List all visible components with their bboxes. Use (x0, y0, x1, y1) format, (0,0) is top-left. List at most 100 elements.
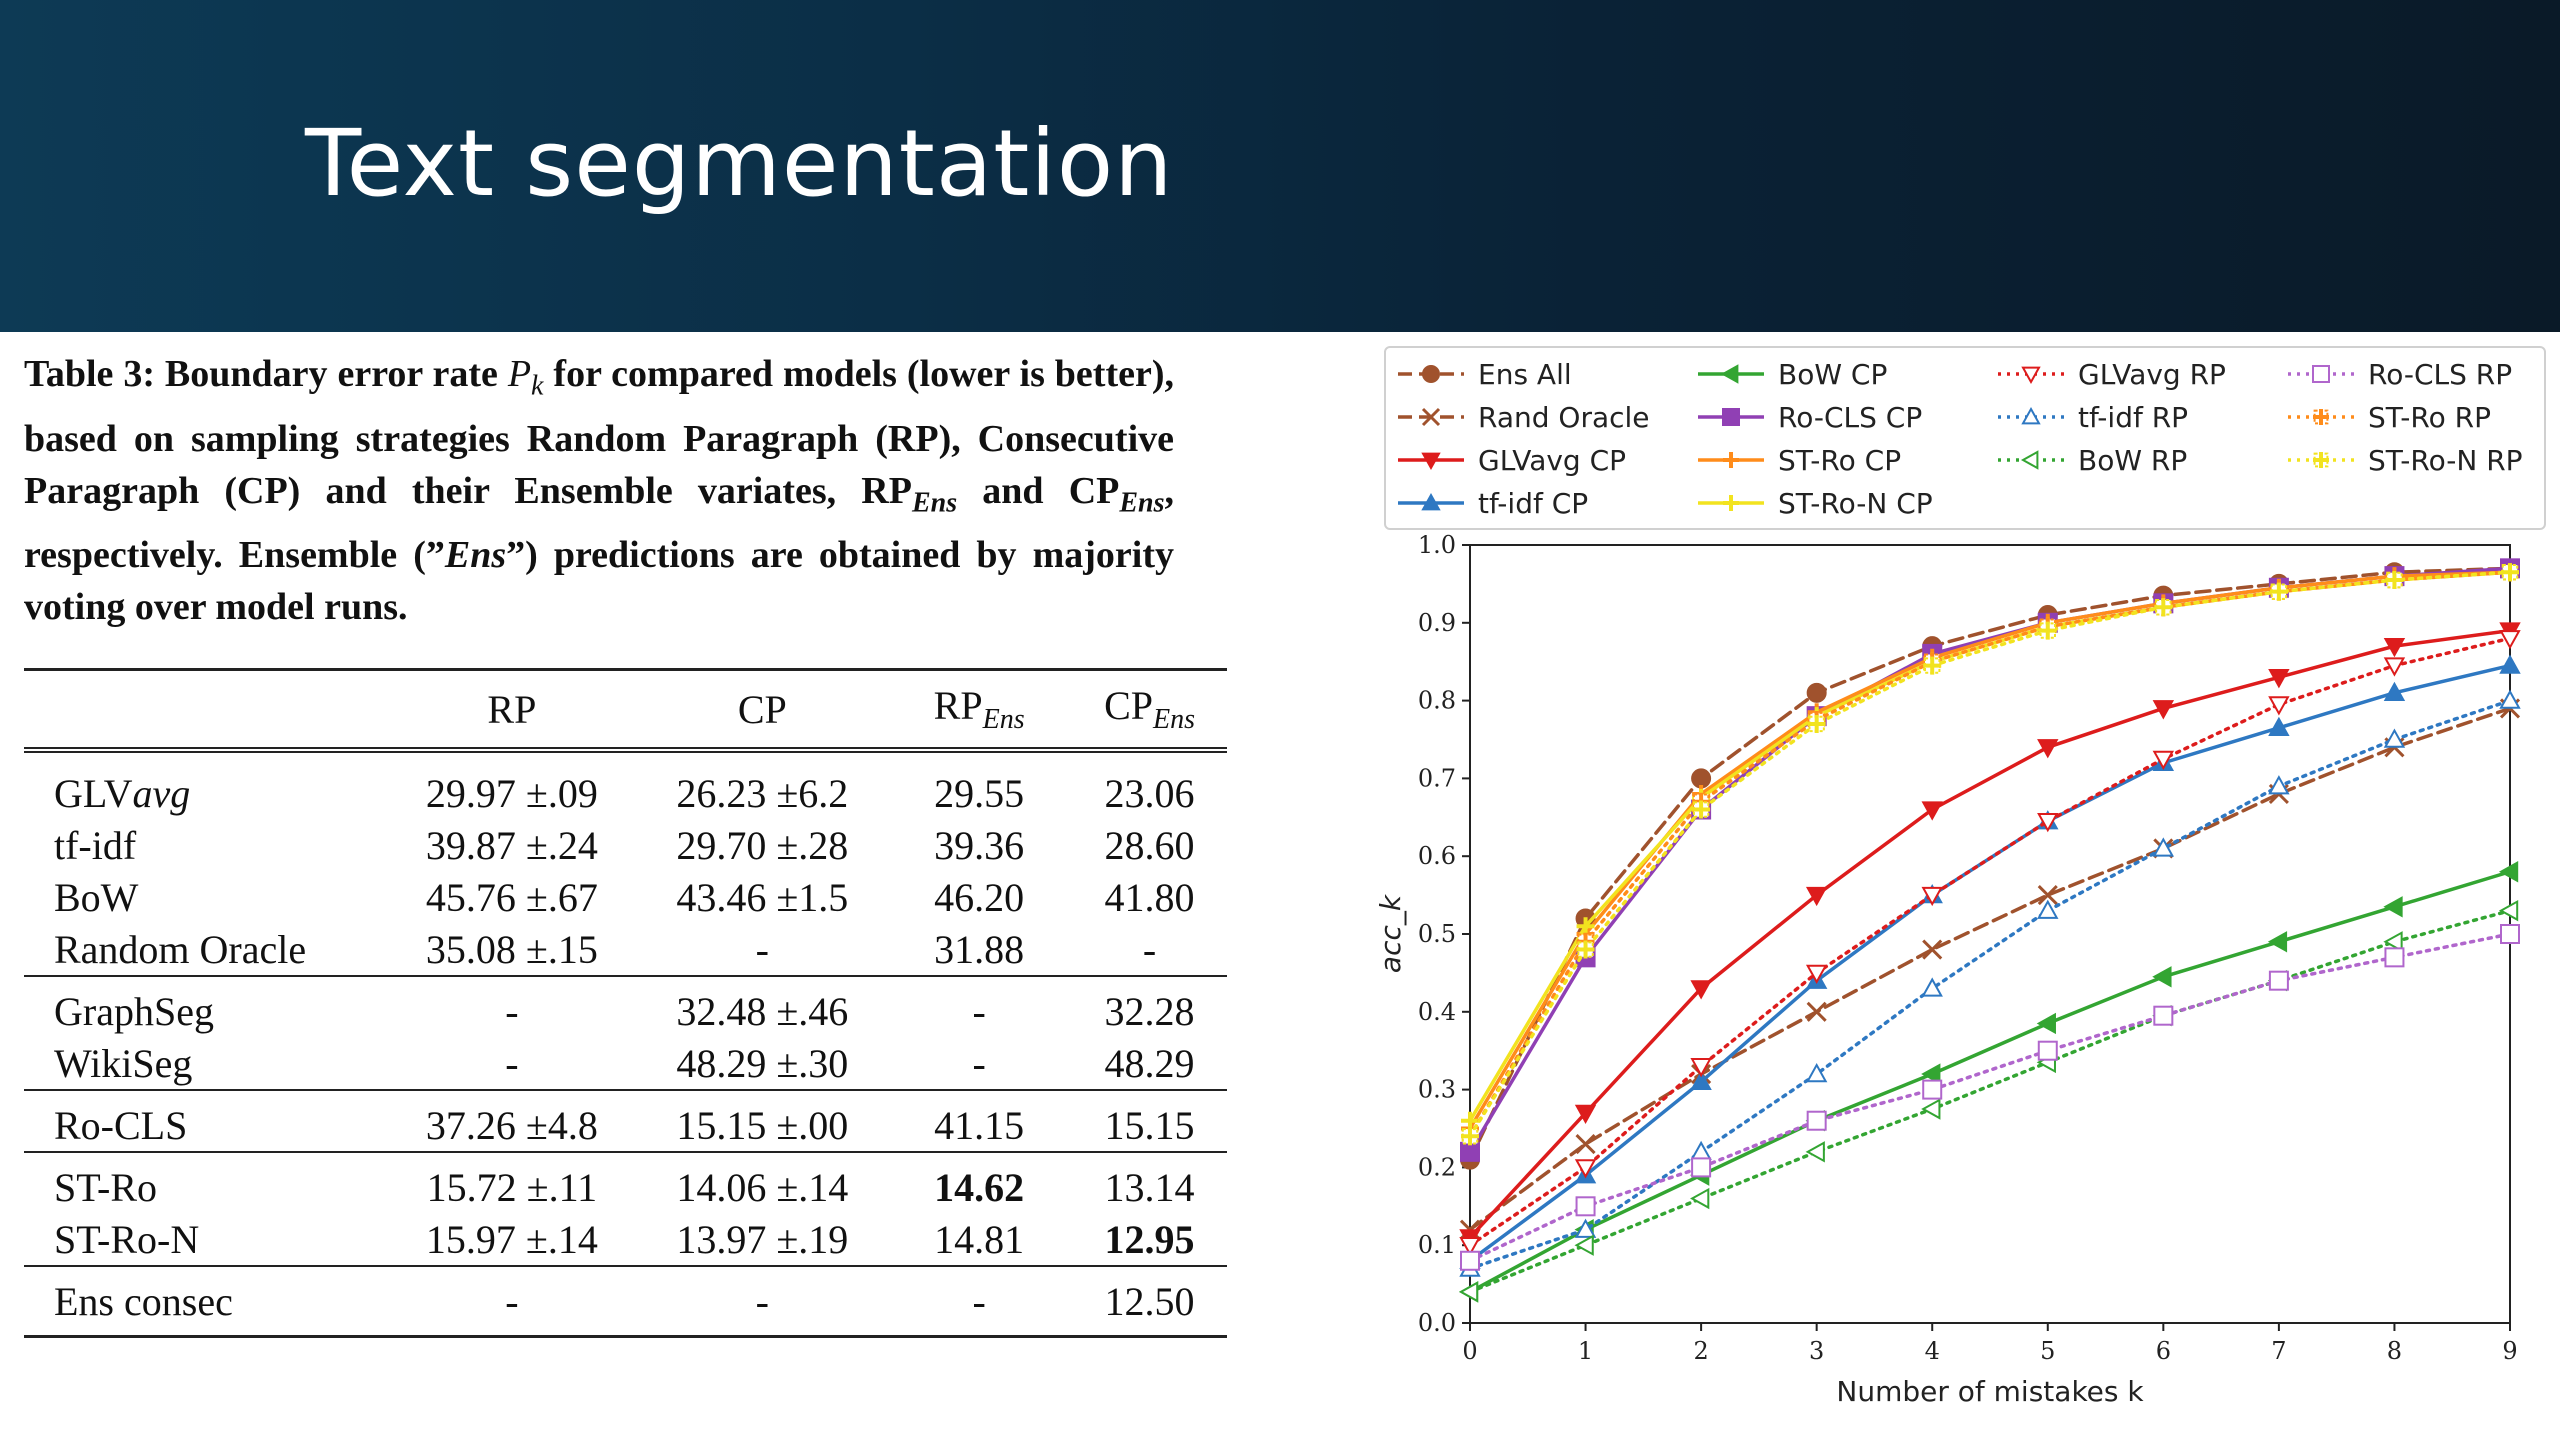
data-point (2383, 728, 2406, 748)
legend-swatch (1398, 365, 1464, 383)
data-point (1806, 1001, 1827, 1022)
series-ro-cls-rp (1460, 924, 2520, 1271)
caption-text-5: ”) predictions are obtained by majority … (24, 534, 1174, 629)
data-point (2152, 966, 2172, 988)
data-point (2268, 970, 2289, 991)
legend-swatch (1998, 406, 2064, 425)
table-caption: Table 3: Boundary error rate Pk for comp… (24, 348, 1174, 633)
data-point (1460, 1141, 1480, 1162)
row-name: GraphSeg (24, 975, 386, 1037)
data-point (1690, 1187, 1710, 1210)
x-tick-label: 6 (2156, 1337, 2171, 1365)
cell-rp: - (505, 1040, 519, 1086)
x-tick-label: 3 (1809, 1337, 1824, 1365)
header-model (24, 668, 386, 750)
cell-rp: 15.97 ±.14 (425, 1216, 598, 1262)
series-line (1468, 870, 2512, 1294)
legend-label: Ro-CLS CP (1778, 400, 1923, 434)
legend-label: ST-Ro-N RP (2368, 443, 2523, 477)
data-point (2498, 861, 2519, 883)
legend-item: GLVavg CP (1396, 440, 1626, 480)
legend-label: ST-Ro RP (2368, 400, 2491, 434)
cell-cp: - (638, 1265, 887, 1338)
series-st-ro-rp (1461, 563, 2519, 1146)
cell-cp: 15.15 ±.00 (638, 1089, 887, 1152)
data-point (1921, 1063, 1941, 1085)
data-point (2501, 563, 2519, 582)
cell-rp-ens: 31.88 (934, 926, 1025, 972)
x-tick-label: 1 (1578, 1337, 1593, 1365)
data-point (1576, 917, 1595, 936)
table-row: WikiSeg - 48.29 ±.30 - 48.29 (24, 1037, 1227, 1090)
cell-cp: 43.46 ±1.5 (676, 874, 849, 920)
legend-label: BoW RP (2078, 443, 2188, 477)
data-point (2499, 654, 2521, 674)
data-point (1574, 1218, 1597, 1238)
y-tick-label: 0.3 (1418, 1076, 1456, 1104)
y-tick-label: 0.4 (1418, 998, 1456, 1026)
data-point (1805, 964, 1828, 984)
series-line (1468, 570, 2512, 1139)
legend-item: Ro-CLS CP (1696, 397, 1922, 437)
legend-marker (2312, 365, 2330, 383)
row-name: GLVavg (24, 747, 386, 819)
data-point (2153, 1005, 2174, 1026)
data-point (1923, 656, 1942, 675)
cell-cp-ens: 13.14 (1072, 1151, 1227, 1213)
legend-marker (1720, 364, 1739, 384)
row-name: tf-idf (54, 822, 137, 868)
legend-swatch (1698, 364, 1764, 384)
cell-cp-ens: 12.50 (1072, 1265, 1227, 1338)
data-point (2383, 681, 2406, 702)
x-tick-label: 0 (1462, 1337, 1477, 1365)
data-point (1574, 1159, 1597, 1179)
legend-swatch (1698, 408, 1764, 426)
caption-ens-italic: Ens (444, 534, 507, 577)
cell-cp: 26.23 ±6.2 (638, 747, 887, 819)
legend-label: Ens All (1478, 357, 1572, 391)
caption-text-4: , respectively. Ensemble (” (24, 469, 1174, 577)
legend-marker (2313, 452, 2329, 468)
cell-cp: 29.70 ±.28 (676, 822, 849, 868)
data-point (2499, 689, 2521, 709)
series-line (1468, 932, 2512, 1263)
legend-marker (1421, 452, 1441, 471)
data-point (1921, 886, 1943, 907)
table-row: Ens consec - - - 12.50 (24, 1265, 1227, 1338)
legend-item: BoW CP (1696, 354, 1887, 394)
table-row: ST-Ro 15.72 ±.11 14.06 ±.14 14.62 13.14 (24, 1151, 1227, 1213)
legend-item: Ro-CLS RP (2286, 354, 2512, 394)
cell-cp-ens: 15.15 (1072, 1089, 1227, 1152)
data-point (2037, 812, 2059, 833)
row-name: BoW (54, 874, 139, 920)
cell-cp: 32.48 ±.46 (638, 975, 887, 1037)
series-bow-cp (1458, 861, 2519, 1303)
line-chart: 0.0 0.1 0.2 0.3 0.4 0.5 0.6 0.7 0.8 0.9 1.0 0 1 2 3 4 5 6… (1374, 531, 2521, 1408)
data-point (2037, 1040, 2058, 1061)
series-st-ro-n-cp (1461, 563, 2519, 1130)
header-rp: RP (385, 668, 639, 750)
table-row: Ro-CLS 37.26 ±4.8 15.15 ±.00 41.15 15.15 (24, 1089, 1227, 1152)
data-point (1805, 886, 1828, 907)
cell-rp: 15.72 ±.11 (385, 1151, 639, 1213)
x-tick-label: 8 (2387, 1337, 2402, 1365)
x-tick-label: 5 (2040, 1337, 2055, 1365)
data-point (1805, 1141, 1825, 1163)
legend-swatch (1398, 407, 1464, 427)
cell-rp-ens: 14.62 (886, 1151, 1073, 1213)
legend-marker (2021, 406, 2041, 425)
cell-rp-ens: - (886, 1265, 1073, 1338)
y-tick-label: 0.6 (1418, 842, 1456, 870)
legend-item: Rand Oracle (1396, 397, 1650, 437)
data-point (2383, 657, 2406, 677)
data-point (1691, 1157, 1712, 1178)
data-point (2498, 899, 2519, 922)
y-tick-label: 0.7 (1418, 764, 1456, 792)
legend-marker (1421, 407, 1441, 427)
data-point (1690, 1140, 1712, 1161)
y-tick-label: 1.0 (1418, 531, 1456, 559)
data-point (1805, 1062, 1828, 1083)
data-point (2152, 700, 2175, 720)
legend-item: ST-Ro CP (1696, 440, 1901, 480)
table-row: ST-Ro-N 15.97 ±.14 13.97 ±.19 14.81 12.9… (24, 1213, 1227, 1266)
